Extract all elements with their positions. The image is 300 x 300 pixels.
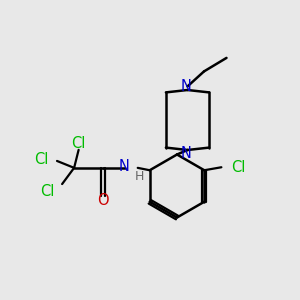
Text: Cl: Cl bbox=[40, 184, 55, 199]
Text: Cl: Cl bbox=[34, 152, 48, 167]
Text: N: N bbox=[181, 79, 192, 94]
Text: Cl: Cl bbox=[71, 136, 86, 151]
Text: N: N bbox=[181, 146, 192, 161]
Text: N: N bbox=[119, 159, 130, 174]
Text: O: O bbox=[97, 194, 108, 208]
Text: Cl: Cl bbox=[231, 160, 246, 175]
Text: H: H bbox=[134, 170, 144, 183]
